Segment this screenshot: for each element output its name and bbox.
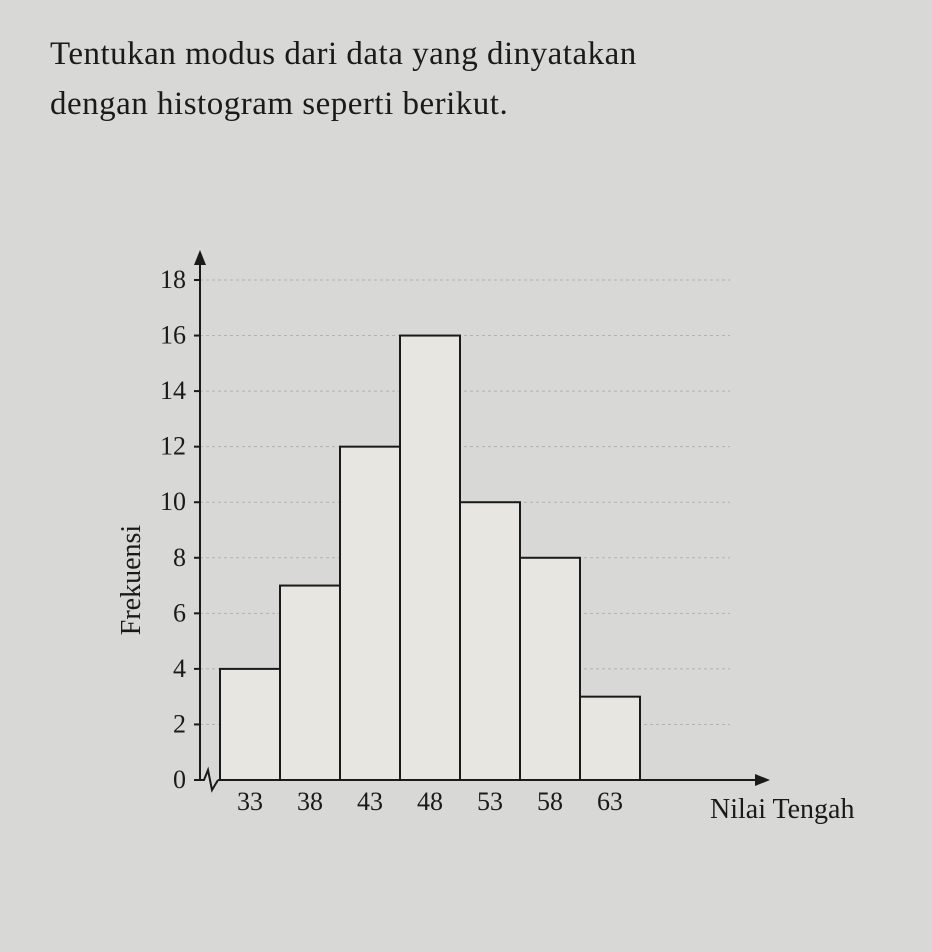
y-tick-label: 4 bbox=[173, 654, 186, 683]
y-tick-label: 10 bbox=[160, 487, 186, 516]
x-axis-label: Nilai Tengah bbox=[710, 794, 854, 825]
y-tick-label: 12 bbox=[160, 432, 186, 461]
histogram-chart: 024681012141618Frekuensi33384348535863Ni… bbox=[120, 240, 820, 860]
histogram-bar bbox=[400, 336, 460, 780]
question-line-2: dengan histogram seperti berikut. bbox=[50, 86, 508, 122]
x-tick-label: 48 bbox=[417, 787, 443, 816]
histogram-bar bbox=[520, 558, 580, 780]
chart-svg: 024681012141618Frekuensi33384348535863Ni… bbox=[120, 240, 820, 860]
y-tick-label: 6 bbox=[173, 598, 186, 627]
x-tick-label: 58 bbox=[537, 787, 563, 816]
y-tick-label: 2 bbox=[173, 709, 186, 738]
y-tick-label: 16 bbox=[160, 321, 186, 350]
y-axis-arrow bbox=[194, 250, 206, 265]
histogram-bar bbox=[280, 586, 340, 780]
x-tick-label: 38 bbox=[297, 787, 323, 816]
axis-break bbox=[200, 770, 218, 790]
question-text: Tentukan modus dari data yang dinyatakan… bbox=[50, 30, 882, 129]
x-tick-label: 33 bbox=[237, 787, 263, 816]
question-line-1: Tentukan modus dari data yang dinyatakan bbox=[50, 36, 637, 72]
histogram-bar bbox=[220, 669, 280, 780]
histogram-bar bbox=[340, 447, 400, 780]
y-tick-label: 0 bbox=[173, 765, 186, 794]
y-tick-label: 14 bbox=[160, 376, 186, 405]
x-axis-arrow bbox=[755, 774, 770, 786]
x-tick-label: 63 bbox=[597, 787, 623, 816]
y-axis-label: Frekuensi bbox=[116, 525, 147, 636]
histogram-bar bbox=[460, 502, 520, 780]
histogram-bar bbox=[580, 697, 640, 780]
x-tick-label: 43 bbox=[357, 787, 383, 816]
x-tick-label: 53 bbox=[477, 787, 503, 816]
y-tick-label: 8 bbox=[173, 543, 186, 572]
y-tick-label: 18 bbox=[160, 265, 186, 294]
